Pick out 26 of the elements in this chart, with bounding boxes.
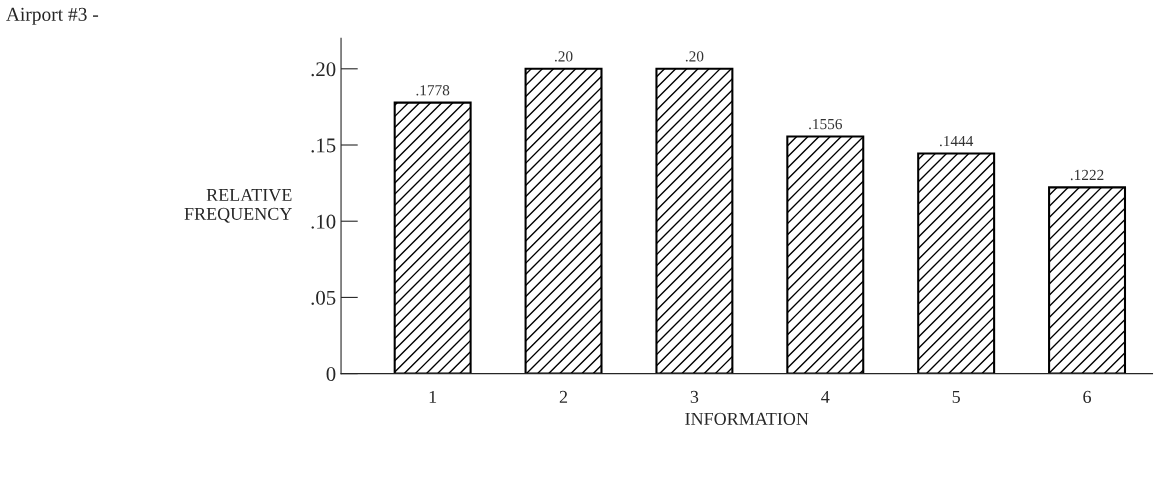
data-label: .20 [685, 51, 704, 62]
y-tick-label: .10 [311, 214, 336, 229]
x-tick-label: 1 [429, 390, 437, 403]
data-label: .1222 [1070, 169, 1104, 181]
data-label: .1778 [416, 85, 450, 96]
x-tick-label: 5 [952, 390, 960, 403]
bar [1048, 186, 1127, 374]
text: Airport #3 - [6, 7, 99, 25]
y-tick-label: .05 [311, 290, 336, 305]
y-axis-title: RELATIVE FREQUENCY [184, 188, 292, 223]
data-label: .1444 [939, 136, 974, 147]
data-label: .1556 [809, 118, 843, 130]
bar [917, 152, 996, 374]
x-tick-label: 2 [559, 390, 568, 403]
bar [524, 67, 603, 374]
x-tick-label: 3 [690, 390, 699, 403]
x-axis-title: INFORMATION [685, 412, 809, 425]
bar [393, 101, 472, 374]
x-tick-label: 6 [1083, 390, 1092, 403]
data-label: .20 [554, 51, 573, 62]
x-tick-label: 4 [821, 390, 830, 403]
bar [786, 135, 865, 374]
y-tick-label: 0 [326, 366, 336, 382]
y-tick-label: .20 [311, 62, 336, 77]
y-tick-label: .15 [311, 138, 336, 153]
bar [655, 67, 734, 374]
